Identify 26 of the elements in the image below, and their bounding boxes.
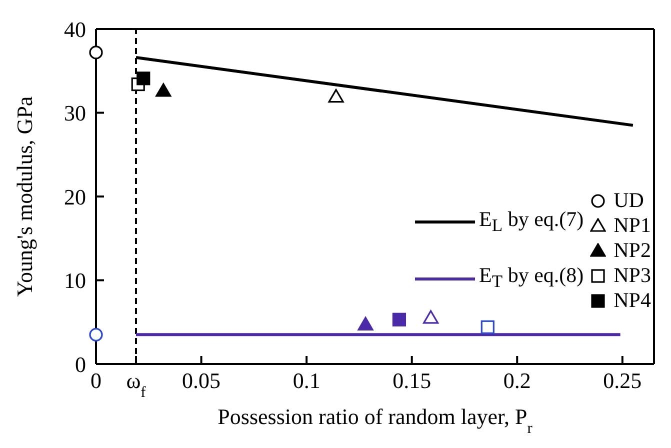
y-tick-label: 0 — [75, 352, 86, 377]
point — [328, 89, 344, 103]
y-tick-label: 20 — [64, 184, 86, 210]
y-tick-label: 40 — [64, 16, 86, 42]
x-axis-title: Possession ratio of random layer, P$_{r}$ — [218, 404, 532, 436]
y-axis-title: Young's modulus, GPa — [12, 96, 37, 297]
x-tick-label: ω$_{f}$ — [126, 368, 147, 400]
x-tick-label: 0.25 — [603, 368, 642, 393]
legend-label: NP2 — [614, 238, 651, 263]
legend-label: NP4 — [614, 288, 651, 313]
x-tick-label: 0.05 — [182, 368, 221, 393]
x-tick-label: 0.1 — [292, 368, 320, 393]
point — [423, 310, 439, 324]
legend-label: E$_{L}$ by eq.(7) — [479, 206, 584, 237]
point — [89, 328, 103, 342]
point — [89, 46, 103, 60]
x-tick-label: 0.2 — [503, 368, 531, 393]
x-tick-label: 0.15 — [392, 368, 432, 393]
x-tick-label: 0 — [90, 368, 102, 393]
point — [480, 320, 494, 334]
legend-label: UD — [614, 188, 644, 213]
legend-label: E$_{T}$ by eq.(8) — [479, 263, 584, 294]
y-tick-label: 10 — [64, 268, 86, 294]
legend-label: NP3 — [614, 263, 651, 288]
y-tick-label: 30 — [64, 100, 86, 126]
legend-label: NP1 — [614, 213, 651, 238]
